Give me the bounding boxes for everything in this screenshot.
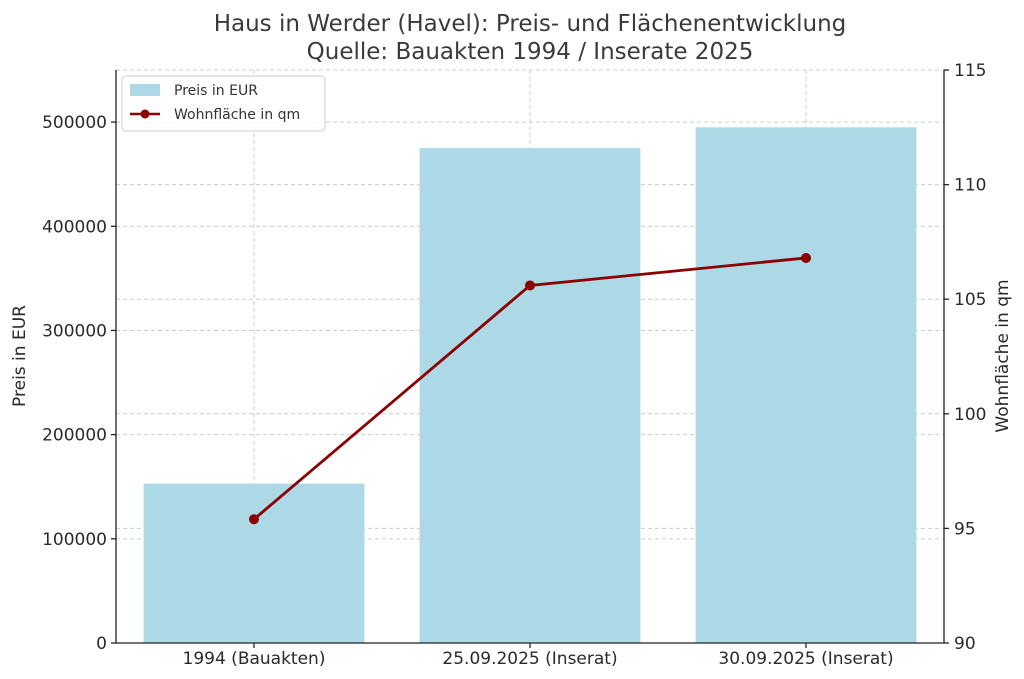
y-tick-label: 300000 (42, 321, 107, 341)
legend-swatch-bars (130, 84, 160, 96)
chart-title: Haus in Werder (Havel): Preis- und Fläch… (214, 11, 847, 37)
legend-label-line: Wohnfläche in qm (174, 107, 300, 123)
y-tick-label: 100000 (42, 530, 107, 550)
legend-swatch-marker (140, 109, 150, 119)
legend: Preis in EUR Wohnfläche in qm (121, 75, 326, 132)
y-axis-label: Preis in EUR (10, 305, 30, 407)
wohnflaeche-point-2 (525, 280, 535, 291)
legend-box (121, 75, 326, 132)
y2-tick-label: 100 (954, 405, 986, 425)
y-tick-label: 400000 (42, 217, 107, 237)
y2-tick-label: 90 (954, 634, 976, 654)
x-tick-label: 1994 (Bauakten) (183, 649, 326, 669)
y2-tick-label: 115 (954, 61, 986, 81)
axes: 0 100000 200000 300000 400000 500000 90 95 100 10… (42, 61, 986, 669)
wohnflaeche-point-3 (801, 252, 811, 263)
x-tick-label: 25.09.2025 (Inserat) (442, 649, 617, 669)
bar-3 (695, 127, 917, 644)
bar-2 (419, 148, 641, 644)
wohnflaeche-point-1 (249, 514, 259, 525)
bar-1 (143, 483, 365, 643)
y2-tick-label: 105 (954, 290, 986, 310)
bars (143, 127, 917, 644)
y-tick-label: 500000 (42, 113, 107, 133)
line-series (249, 252, 811, 525)
y2-tick-label: 95 (954, 519, 976, 539)
legend-label-bars: Preis in EUR (174, 83, 258, 99)
y-tick-label: 0 (96, 634, 107, 654)
y2-tick-label: 110 (954, 176, 986, 196)
y-tick-label: 200000 (42, 426, 107, 446)
x-tick-label: 30.09.2025 (Inserat) (718, 649, 893, 669)
y2-axis-label: Wohnfläche in qm (993, 279, 1013, 432)
chart-subtitle: Quelle: Bauakten 1994 / Inserate 2025 (307, 39, 754, 65)
